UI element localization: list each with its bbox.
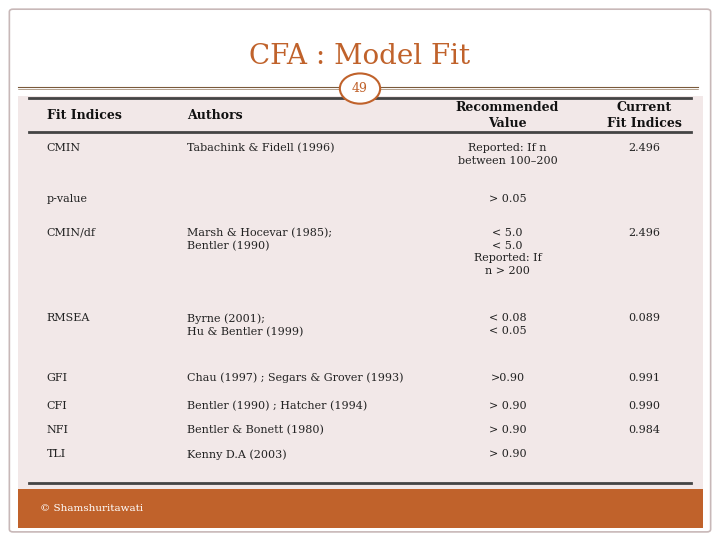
Text: Byrne (2001);
Hu & Bentler (1999): Byrne (2001); Hu & Bentler (1999) [187, 313, 304, 337]
Text: 2.496: 2.496 [629, 143, 660, 153]
Text: > 0.90: > 0.90 [489, 449, 526, 460]
Text: Authors: Authors [187, 109, 243, 122]
Text: GFI: GFI [47, 373, 68, 383]
Text: CMIN: CMIN [47, 143, 81, 153]
Text: Current
Fit Indices: Current Fit Indices [607, 101, 682, 130]
Text: Fit Indices: Fit Indices [47, 109, 122, 122]
Text: 49: 49 [352, 82, 368, 95]
Text: 2.496: 2.496 [629, 228, 660, 238]
Text: Bentler & Bonett (1980): Bentler & Bonett (1980) [187, 425, 324, 435]
Bar [18, 489, 703, 528]
Text: < 0.08
< 0.05: < 0.08 < 0.05 [489, 313, 526, 336]
Text: > 0.05: > 0.05 [489, 194, 526, 205]
Text: Reported: If n
between 100–200: Reported: If n between 100–200 [458, 143, 557, 166]
Text: 0.991: 0.991 [629, 373, 660, 383]
Text: CFA : Model Fit: CFA : Model Fit [249, 43, 471, 70]
Text: p-value: p-value [47, 194, 88, 205]
Text: CFI: CFI [47, 401, 68, 411]
Text: > 0.90: > 0.90 [489, 425, 526, 435]
Text: 0.984: 0.984 [629, 425, 660, 435]
Text: © Shamshuritawati: © Shamshuritawati [40, 504, 143, 513]
FancyBboxPatch shape [9, 9, 711, 532]
Text: Kenny D.A (2003): Kenny D.A (2003) [187, 449, 287, 460]
Text: CMIN/df: CMIN/df [47, 228, 96, 238]
Text: RMSEA: RMSEA [47, 313, 90, 323]
Text: Marsh & Hocevar (1985);
Bentler (1990): Marsh & Hocevar (1985); Bentler (1990) [187, 228, 333, 252]
Circle shape [340, 73, 380, 104]
Text: Bentler (1990) ; Hatcher (1994): Bentler (1990) ; Hatcher (1994) [187, 401, 367, 411]
Text: Recommended
Value: Recommended Value [456, 101, 559, 130]
Text: 0.990: 0.990 [629, 401, 660, 411]
Text: NFI: NFI [47, 425, 69, 435]
Text: TLI: TLI [47, 449, 66, 460]
Text: Chau (1997) ; Segars & Grover (1993): Chau (1997) ; Segars & Grover (1993) [187, 373, 404, 383]
Text: > 0.90: > 0.90 [489, 401, 526, 411]
FancyBboxPatch shape [18, 96, 703, 489]
Text: 0.089: 0.089 [629, 313, 660, 323]
Text: >0.90: >0.90 [490, 373, 525, 383]
Text: < 5.0
< 5.0
Reported: If
n > 200: < 5.0 < 5.0 Reported: If n > 200 [474, 228, 541, 276]
Text: Tabachink & Fidell (1996): Tabachink & Fidell (1996) [187, 143, 335, 153]
